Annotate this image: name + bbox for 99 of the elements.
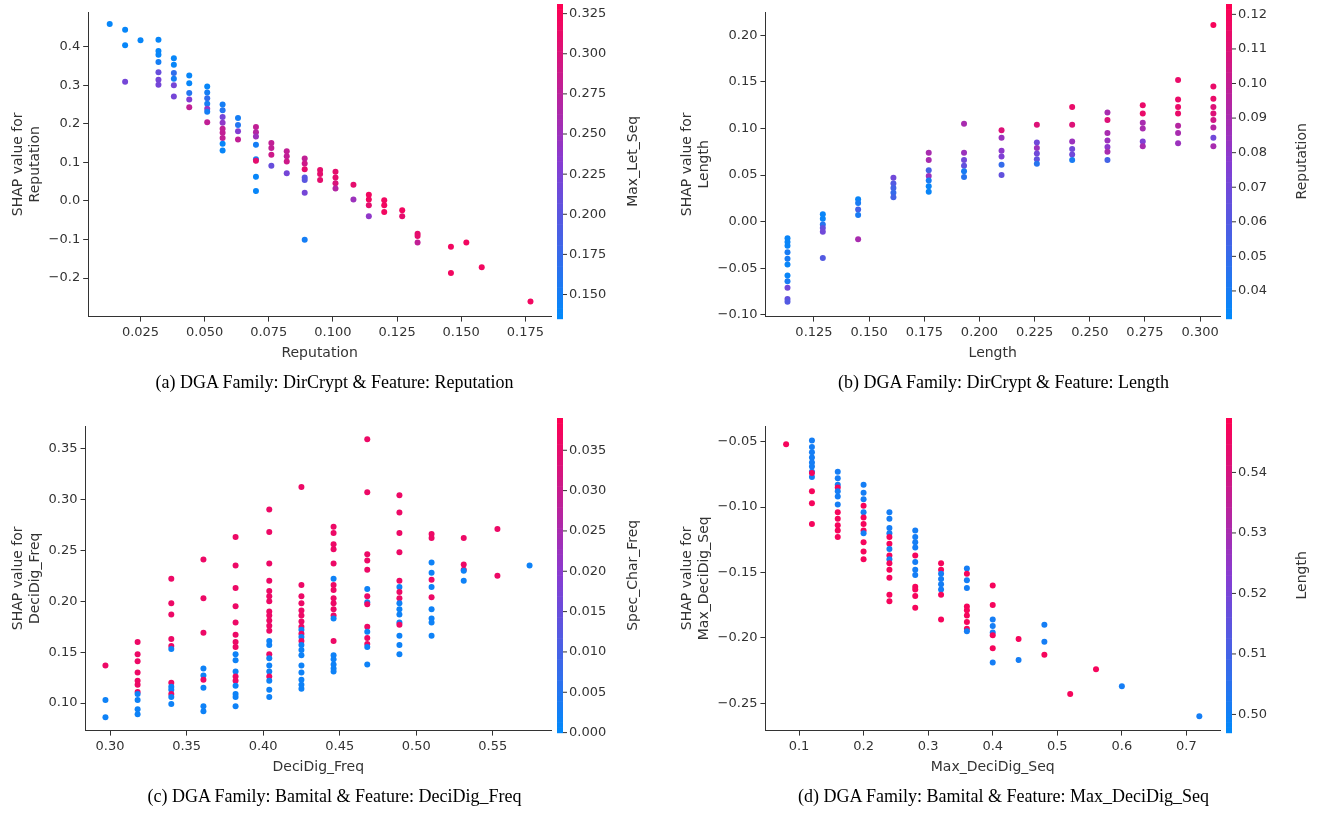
color-bar-label: 0.325 — [569, 5, 607, 21]
color-bar-label: 0.300 — [569, 45, 607, 61]
y-tick-label: −0.10 — [717, 498, 758, 514]
y-tick-label: −0.10 — [717, 306, 758, 322]
color-bar-title: Spec_Char_Freq — [623, 519, 640, 631]
y-tick-label: 0.05 — [728, 166, 758, 182]
x-axis-title: Length — [968, 344, 1017, 361]
y-tick-label: −0.1 — [48, 230, 81, 246]
y-tick-label: 0.0 — [59, 192, 81, 208]
color-bar-label: 0.08 — [1238, 144, 1267, 160]
x-tick-label: 0.3 — [917, 737, 939, 753]
x-tick-label: 0.175 — [506, 323, 544, 339]
color-bar-label: 0.000 — [569, 723, 607, 739]
y-tick-label: −0.05 — [717, 433, 758, 449]
y-tick-label: 0.10 — [48, 694, 78, 710]
y-axis-title: SHAP value for Max_DeciDig_Seq — [678, 516, 711, 641]
color-bar-label: 0.04 — [1238, 282, 1267, 298]
y-tick-label: 0.10 — [728, 119, 758, 135]
color-bar-label: 0.53 — [1238, 524, 1267, 540]
x-tick-label: 0.250 — [1071, 323, 1109, 339]
x-tick-label: 0.35 — [172, 737, 202, 753]
y-tick-label: 0.15 — [48, 643, 78, 659]
y-tick-label: −0.15 — [717, 563, 758, 579]
color-bar-label: 0.175 — [569, 245, 607, 261]
y-tick-label: 0.15 — [728, 73, 758, 89]
color-bar-label: 0.250 — [569, 125, 607, 141]
x-tick-label: 0.150 — [850, 323, 888, 339]
y-tick-label: −0.25 — [717, 694, 758, 710]
color-bar-label: 0.52 — [1238, 584, 1267, 600]
x-tick-label: 0.175 — [905, 323, 943, 339]
x-tick-label: 0.075 — [250, 323, 288, 339]
color-bar-label: 0.035 — [569, 441, 607, 457]
color-bar-label: 0.030 — [569, 481, 607, 497]
x-axis-title: Max_DeciDig_Seq — [930, 758, 1055, 775]
x-tick-label: 0.150 — [442, 323, 480, 339]
y-tick-label: −0.05 — [717, 259, 758, 275]
x-tick-label: 0.40 — [248, 737, 278, 753]
color-bar-label: 0.275 — [569, 85, 607, 101]
text: (d) DGA Family: Bamital & Feature: Max_DeciDig_Seq — [797, 786, 1210, 807]
color-bar-label: 0.12 — [1238, 5, 1267, 21]
x-tick-label: 0.45 — [325, 737, 355, 753]
color-bar-label: 0.11 — [1238, 40, 1267, 56]
y-tick-label: 0.20 — [728, 26, 758, 42]
color-bar-label: 0.50 — [1238, 705, 1267, 721]
x-axis-title: DeciDig_Freq — [272, 758, 365, 775]
y-axis-title: SHAP value for Reputation — [9, 112, 42, 217]
color-bar-title: Reputation — [1292, 123, 1309, 200]
y-tick-label: −0.20 — [717, 629, 758, 645]
x-tick-label: 0.275 — [1126, 323, 1164, 339]
color-bar-label: 0.09 — [1238, 109, 1267, 125]
x-tick-label: 0.1 — [788, 737, 810, 753]
y-tick-label: −0.2 — [48, 269, 81, 285]
x-tick-label: 0.4 — [982, 737, 1004, 753]
y-tick-label: 0.1 — [59, 153, 81, 169]
color-bar-label: 0.06 — [1238, 213, 1267, 229]
x-tick-label: 0.55 — [478, 737, 508, 753]
color-bar-label: 0.005 — [569, 683, 607, 699]
x-tick-label: 0.050 — [186, 323, 224, 339]
color-bar-label: 0.015 — [569, 602, 607, 618]
y-tick-label: 0.00 — [728, 212, 758, 228]
x-axis-title: Reputation — [281, 344, 358, 361]
color-bar-label: 0.54 — [1238, 463, 1267, 479]
y-tick-label: 0.2 — [59, 115, 81, 131]
y-tick-label: 0.30 — [48, 490, 78, 506]
y-tick-label: 0.20 — [48, 592, 78, 608]
color-bar-label: 0.025 — [569, 522, 607, 538]
color-bar-label: 0.150 — [569, 285, 607, 301]
color-bar-label: 0.05 — [1238, 247, 1267, 263]
color-bar-title: Length — [1292, 551, 1309, 600]
x-tick-label: 0.5 — [1046, 737, 1068, 753]
color-bar-label: 0.10 — [1238, 74, 1267, 90]
color-bar-label: 0.225 — [569, 165, 607, 181]
y-axis-title: SHAP value for DeciDig_Freq — [9, 526, 42, 631]
y-tick-label: 0.35 — [48, 439, 78, 455]
x-tick-label: 0.100 — [314, 323, 352, 339]
color-bar-label: 0.020 — [569, 562, 607, 578]
color-bar-title: Max_Let_Seq — [623, 115, 640, 207]
color-bar-label: 0.07 — [1238, 178, 1267, 194]
x-tick-label: 0.7 — [1176, 737, 1197, 753]
x-tick-label: 0.300 — [1181, 323, 1219, 339]
x-tick-label: 0.30 — [95, 737, 125, 753]
x-tick-label: 0.025 — [121, 323, 160, 339]
color-bar-label: 0.010 — [569, 643, 607, 659]
x-tick-label: 0.125 — [378, 323, 416, 339]
color-bar-label: 0.200 — [569, 205, 607, 221]
color-bar-label: 0.51 — [1238, 645, 1267, 661]
x-tick-label: 0.2 — [853, 737, 874, 753]
x-tick-label: 0.50 — [401, 737, 431, 753]
x-tick-label: 0.225 — [1016, 323, 1054, 339]
y-tick-label: 0.3 — [59, 76, 81, 92]
text: (a) DGA Family: DirCrypt & Feature: Reputation — [154, 372, 515, 393]
y-axis-title: SHAP value for Length — [678, 112, 711, 217]
x-tick-label: 0.6 — [1111, 737, 1133, 753]
y-tick-label: 0.25 — [48, 541, 78, 557]
text: (b) DGA Family: DirCrypt & Feature: Length — [837, 372, 1170, 393]
x-tick-label: 0.125 — [795, 323, 833, 339]
text: (c) DGA Family: Bamital & Feature: DeciDig_Freq — [146, 786, 523, 807]
x-tick-label: 0.200 — [960, 323, 999, 339]
y-tick-label: 0.4 — [59, 38, 81, 54]
